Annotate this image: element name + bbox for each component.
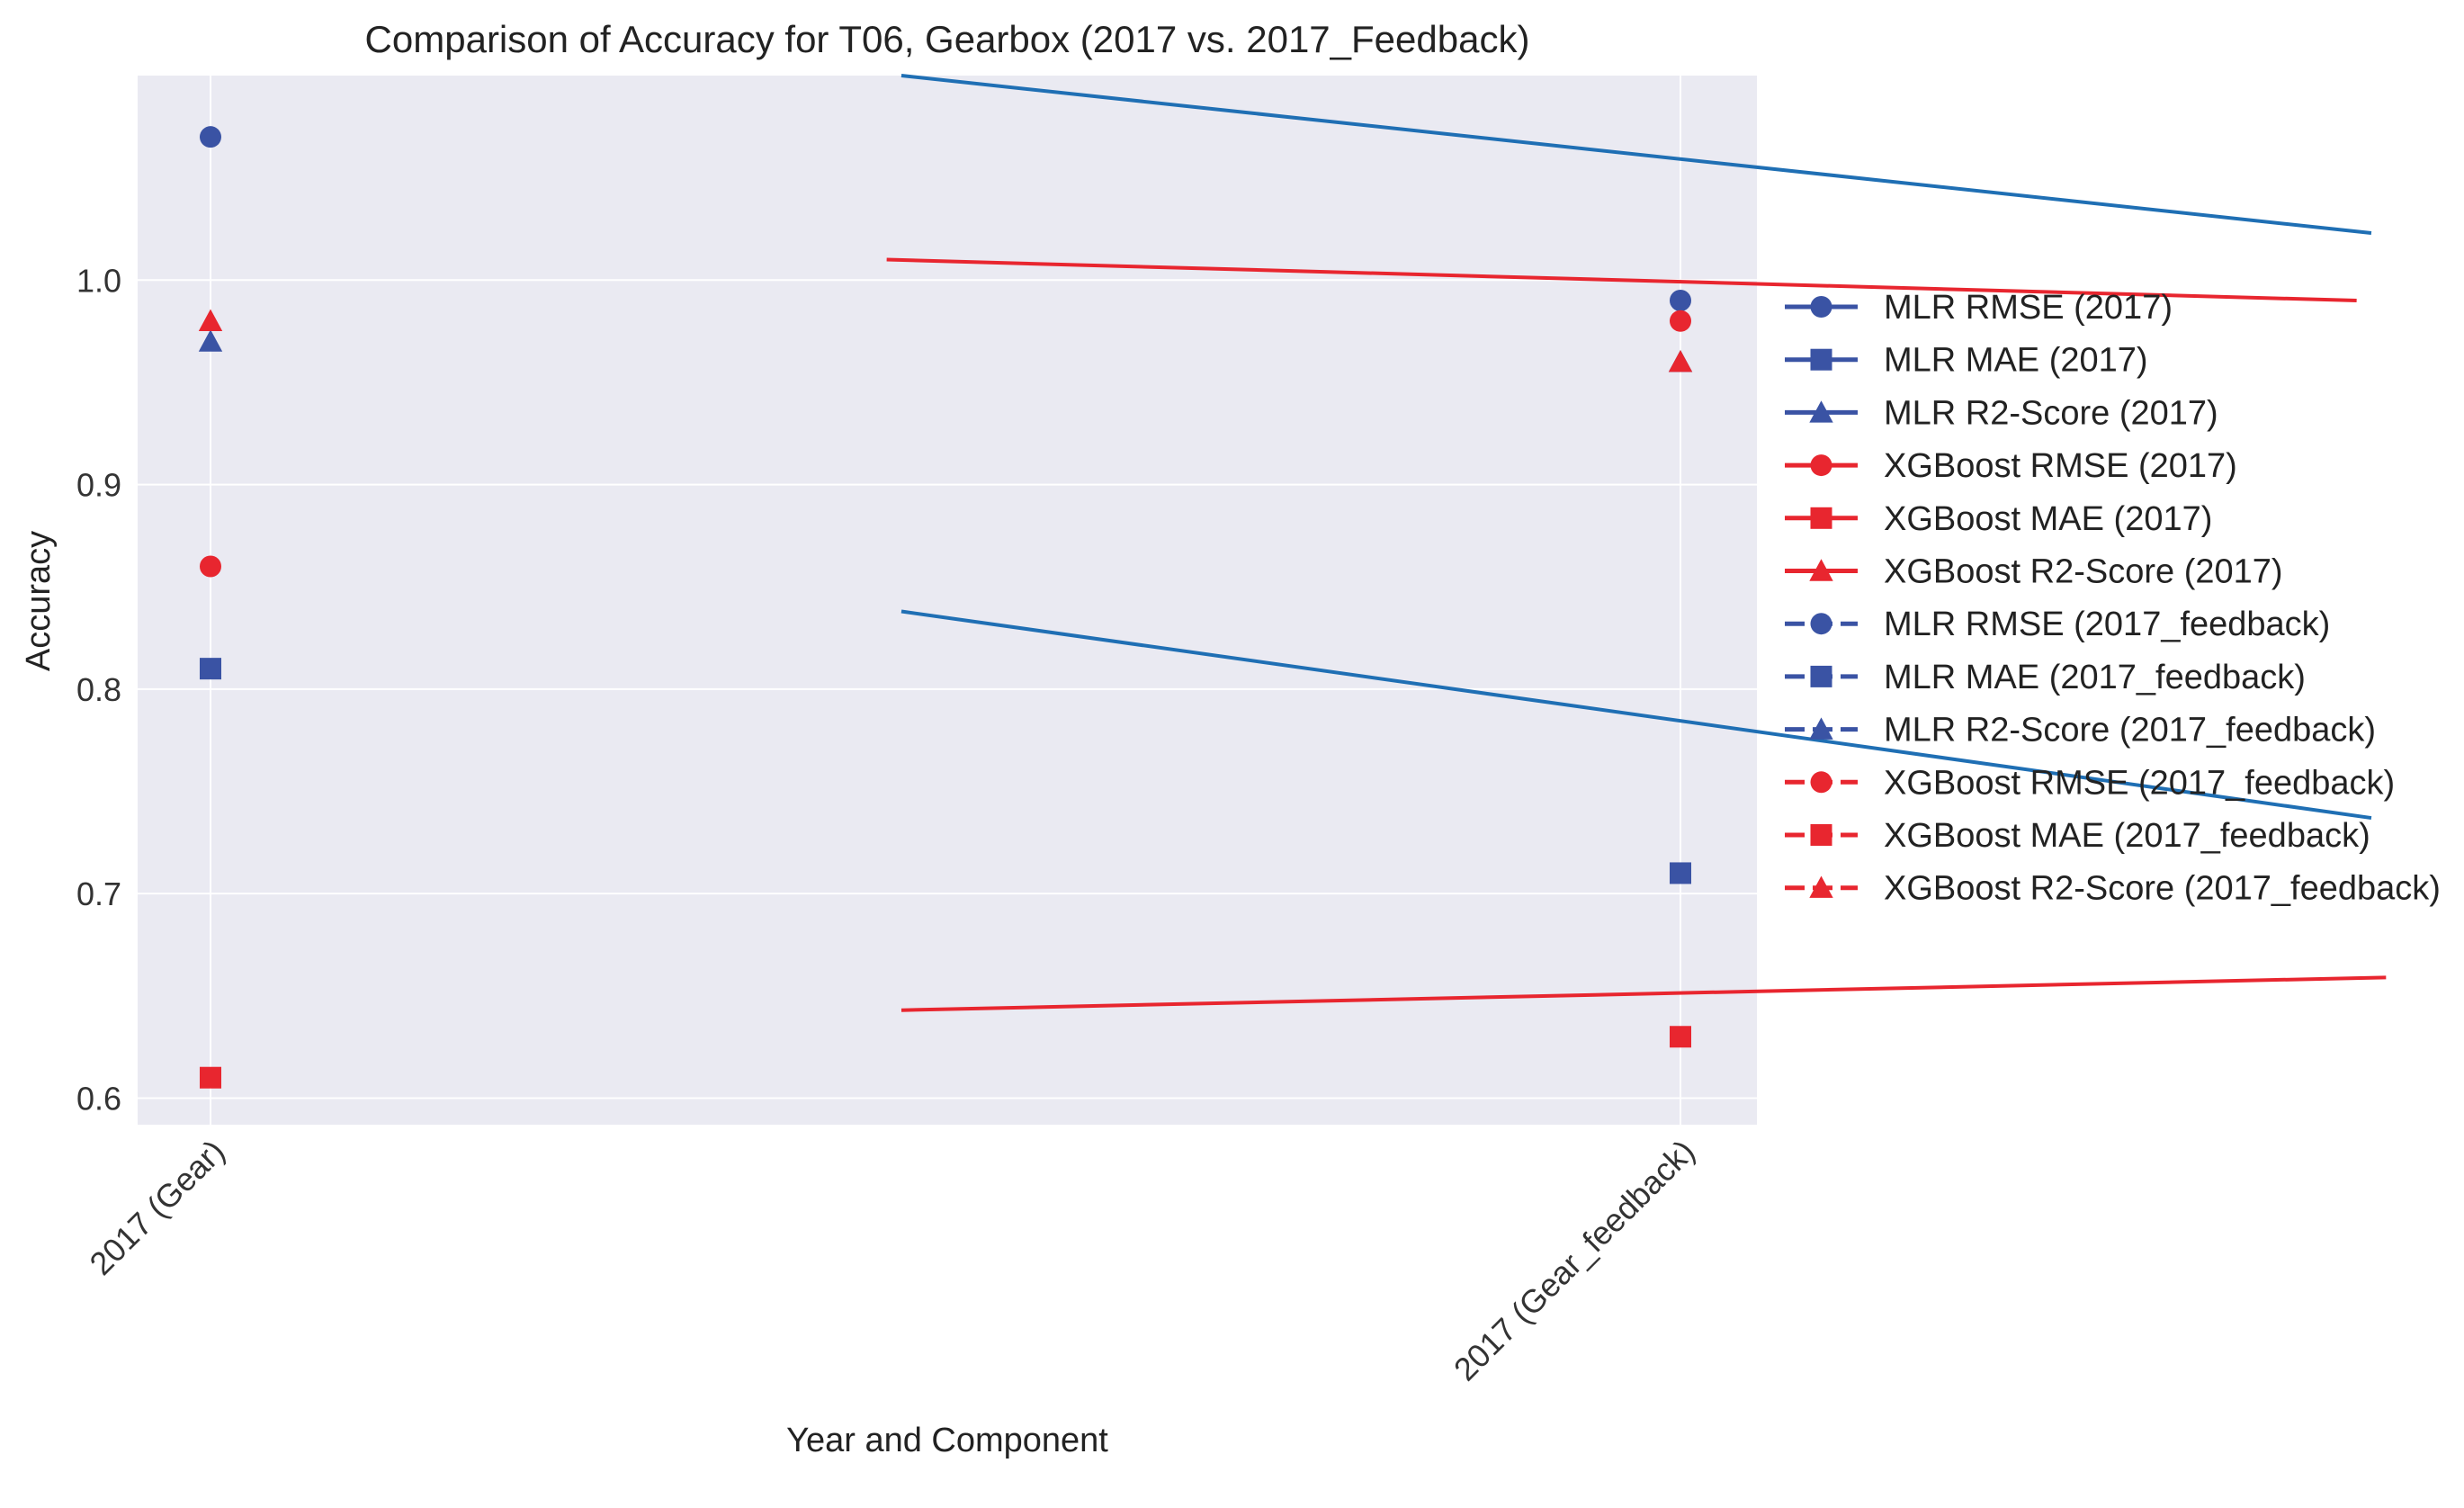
y-tick-label: 0.6 xyxy=(76,1080,121,1117)
data-point xyxy=(1670,1026,1691,1048)
legend-label: XGBoost R2-Score (2017_feedback) xyxy=(1884,870,2441,908)
chart-title: Comparison of Accuracy for T06, Gearbox … xyxy=(365,18,1530,60)
overlay-lines xyxy=(886,74,2387,1012)
overlay-line xyxy=(900,74,2372,236)
x-tick-labels: 2017 (Gear) 2017 (Gear_feedback) xyxy=(82,1133,1701,1388)
overlay-line xyxy=(900,609,2372,821)
legend-marker xyxy=(1809,875,1833,898)
legend-label: MLR RMSE (2017_feedback) xyxy=(1884,606,2330,643)
legend-label: XGBoost RMSE (2017) xyxy=(1884,447,2237,485)
legend-label: XGBoost R2-Score (2017) xyxy=(1884,553,2283,591)
y-tick-label: 0.7 xyxy=(76,875,121,912)
overlay-line xyxy=(886,257,2357,303)
y-tick-label: 1.0 xyxy=(76,262,121,299)
gridlines xyxy=(138,76,1757,1125)
legend-label: XGBoost MAE (2017) xyxy=(1884,500,2212,538)
plot-background xyxy=(138,76,1757,1125)
overlay-line xyxy=(900,975,2387,1012)
legend-marker xyxy=(1810,824,1832,846)
legend-marker xyxy=(1810,348,1832,371)
legend-marker xyxy=(1810,454,1832,477)
data-point xyxy=(200,555,221,578)
data-point xyxy=(200,126,221,148)
data-point xyxy=(1670,290,1691,312)
y-axis-label: Accuracy xyxy=(20,531,58,671)
y-tick-label: 0.9 xyxy=(76,467,121,504)
data-point xyxy=(1670,862,1691,884)
legend-label: MLR MAE (2017) xyxy=(1884,342,2148,380)
legend-label: MLR RMSE (2017) xyxy=(1884,289,2173,327)
legend-marker xyxy=(1809,717,1833,740)
legend-label: MLR R2-Score (2017) xyxy=(1884,394,2218,432)
legend-marker xyxy=(1809,400,1833,423)
legend-marker xyxy=(1810,507,1832,529)
x-tick-label: 2017 (Gear) xyxy=(82,1133,231,1282)
legend-marker xyxy=(1810,771,1832,794)
legend-marker xyxy=(1810,296,1832,318)
y-tick-label: 0.8 xyxy=(76,671,121,708)
data-point xyxy=(1668,350,1693,373)
legend-marker xyxy=(1809,559,1833,581)
data-points xyxy=(198,126,1693,1089)
data-point xyxy=(200,1066,221,1089)
legend-marker xyxy=(1810,665,1832,687)
y-tick-labels: 0.6 0.7 0.8 0.9 1.0 xyxy=(76,262,121,1117)
data-point xyxy=(200,658,221,680)
data-point xyxy=(1670,310,1691,332)
legend-label: XGBoost RMSE (2017_feedback) xyxy=(1884,764,2395,802)
data-point xyxy=(198,309,223,331)
x-tick-label: 2017 (Gear_feedback) xyxy=(1447,1133,1702,1388)
legend-label: MLR R2-Score (2017_feedback) xyxy=(1884,712,2376,750)
legend-marker xyxy=(1810,613,1832,635)
legend-label: XGBoost MAE (2017_feedback) xyxy=(1884,817,2370,855)
x-axis-label: Year and Component xyxy=(786,1422,1108,1459)
legend-label: MLR MAE (2017_feedback) xyxy=(1884,659,2306,696)
data-point xyxy=(198,329,223,352)
legend: MLR RMSE (2017) MLR MAE (2017) MLR R2-Scor… xyxy=(1785,289,2441,908)
